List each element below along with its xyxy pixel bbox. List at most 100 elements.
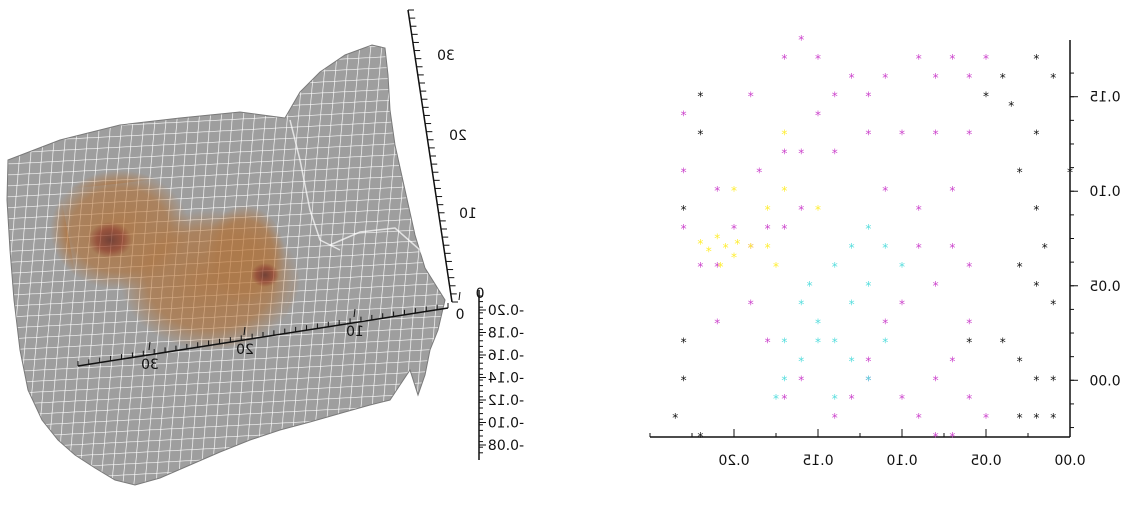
scatter-point: * — [697, 430, 703, 444]
scatter-point: * — [899, 128, 905, 142]
scatter-point: * — [849, 298, 855, 312]
scatter-point: * — [798, 298, 804, 312]
scatter-point: * — [718, 260, 724, 274]
scatter-plot: 0.20 0.15 0.10 0.05 0.00 0.15 0.10 0.05 0.00 * *… — [649, 33, 1121, 469]
scatter-point: * — [865, 90, 871, 104]
scatter-point: * — [781, 184, 787, 198]
scatter-point: * — [933, 71, 939, 85]
scatter-point: * — [748, 241, 754, 255]
scatter-point: * — [882, 184, 888, 198]
scatter-point: * — [899, 260, 905, 274]
scatter-point: * — [815, 52, 821, 66]
scatter-point: * — [1050, 373, 1056, 387]
scatter-point: * — [832, 146, 838, 160]
scatter-point: * — [798, 203, 804, 217]
scatter-point: * — [933, 128, 939, 142]
scatter-point: * — [933, 279, 939, 293]
scatter-point: * — [681, 222, 687, 236]
scatter-point: * — [916, 203, 922, 217]
x-tick — [148, 341, 151, 351]
scatter-point: * — [832, 392, 838, 406]
vertical-tick-label: 30 — [437, 48, 455, 64]
z-tick-label: -0.16 — [488, 348, 524, 364]
scatter-x-tick-label: 0.10 — [886, 453, 917, 469]
scatter-point: * — [983, 52, 989, 66]
scatter-point: * — [731, 250, 737, 264]
scatter-point: * — [949, 184, 955, 198]
scatter-point: * — [1033, 52, 1039, 66]
scatter-point: * — [1017, 165, 1023, 179]
scatter-point: * — [798, 354, 804, 368]
vertical-tick-label: 0 — [476, 286, 485, 302]
scatter-point: * — [815, 317, 821, 331]
scatter-point: * — [865, 373, 871, 387]
scatter-point: * — [815, 109, 821, 123]
scatter-point: * — [882, 241, 888, 255]
z-tick-label: -0.18 — [488, 326, 524, 342]
z-tick-label: -0.20 — [488, 303, 524, 319]
scatter-point: * — [714, 184, 720, 198]
scatter-point: * — [681, 373, 687, 387]
scatter-point: * — [731, 222, 737, 236]
scatter-y-tick-label: 0.05 — [1089, 279, 1120, 295]
scatter-point: * — [1042, 241, 1048, 255]
scatter-x-tick-label: 0.00 — [1054, 453, 1085, 469]
scatter-point: * — [933, 430, 939, 444]
scatter-y-tick-label: 0.00 — [1089, 373, 1120, 389]
scatter-point: * — [1008, 99, 1014, 113]
scatter-point: * — [781, 373, 787, 387]
scatter-y-tick-label: 0.15 — [1089, 90, 1120, 106]
scatter-point: * — [748, 90, 754, 104]
scatter-point: * — [756, 165, 762, 179]
scatter-point: * — [966, 260, 972, 274]
scatter-point: * — [765, 241, 771, 255]
scatter-point: * — [1033, 411, 1039, 425]
scatter-point: * — [916, 241, 922, 255]
scatter-point: * — [748, 241, 754, 255]
scatter-x-tick-label: 0.05 — [970, 453, 1001, 469]
scatter-point: * — [781, 392, 787, 406]
scatter-point: * — [681, 109, 687, 123]
scatter-point: * — [882, 71, 888, 85]
scatter-point: * — [731, 184, 737, 198]
scatter-point: * — [966, 392, 972, 406]
scatter-point: * — [773, 392, 779, 406]
scatter-x-tick-label: 0.20 — [718, 453, 749, 469]
scatter-point: * — [865, 222, 871, 236]
scatter-point: * — [865, 354, 871, 368]
scatter-point: * — [681, 335, 687, 349]
x-tick — [353, 308, 356, 318]
scatter-point: * — [983, 411, 989, 425]
scatter-point: * — [807, 279, 813, 293]
scatter-point: * — [1017, 411, 1023, 425]
scatter-point: * — [723, 241, 729, 255]
scatter-point: * — [798, 373, 804, 387]
scatter-point: * — [949, 354, 955, 368]
scatter-x-tick-label: 0.15 — [802, 453, 833, 469]
scatter-point: * — [1050, 411, 1056, 425]
x-tick — [458, 291, 461, 301]
vertical-tick-label: 10 — [459, 206, 477, 222]
scatter-point: * — [949, 241, 955, 255]
scatter-point: * — [1000, 335, 1006, 349]
scatter-point: * — [798, 33, 804, 47]
x-tick — [243, 326, 246, 336]
z-tick-label: -0.10 — [488, 416, 524, 432]
scatter-point: * — [849, 392, 855, 406]
scatter-point: * — [1033, 128, 1039, 142]
scatter-point: * — [1033, 203, 1039, 217]
scatter-point: * — [815, 203, 821, 217]
vertical-tick-label: 20 — [449, 128, 467, 144]
scatter-point: * — [882, 317, 888, 331]
x-tick-label: 10 — [346, 324, 364, 340]
z-tick-label: -0.12 — [488, 393, 524, 409]
scatter-point: * — [714, 260, 720, 274]
scatter-point: * — [798, 146, 804, 160]
scatter-point: * — [1033, 373, 1039, 387]
scatter-point: * — [832, 335, 838, 349]
scatter-point: * — [765, 335, 771, 349]
scatter-point: * — [781, 222, 787, 236]
scatter-point: * — [697, 237, 703, 251]
surface-plot: 30 20 10 0 0 10 20 30 -0.20 -0.18 -0.16 -0.14 -0.1… — [6, 9, 524, 486]
scatter-point: * — [765, 203, 771, 217]
